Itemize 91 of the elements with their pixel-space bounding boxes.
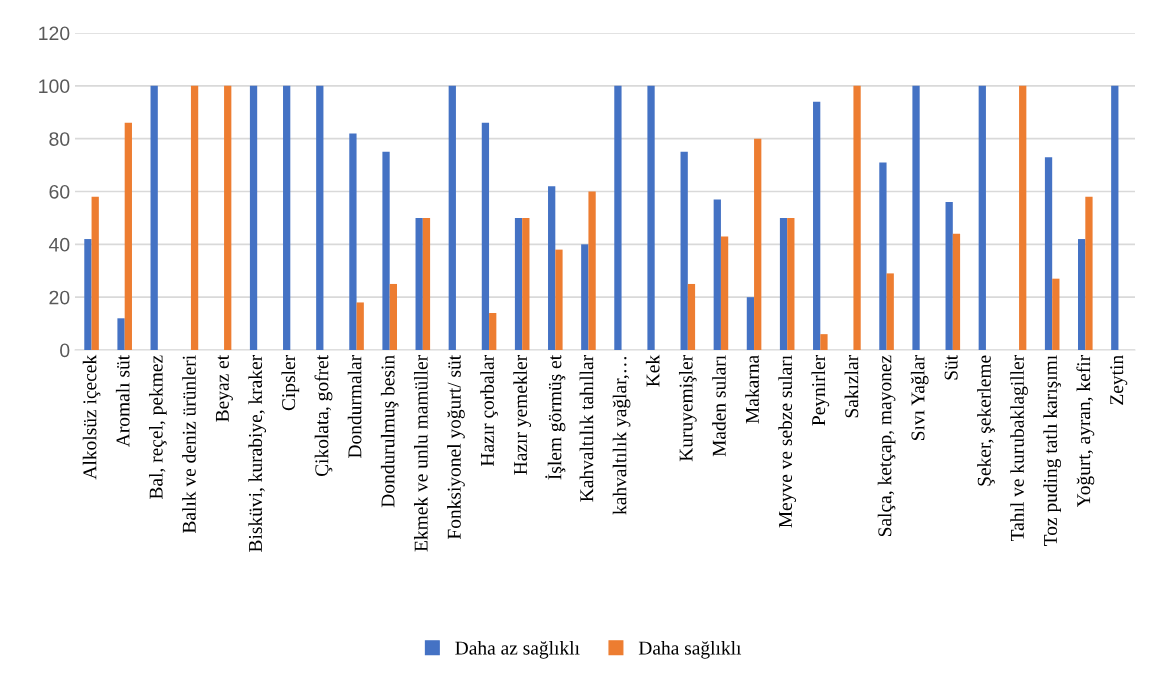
bar bbox=[1052, 278, 1060, 350]
x-tick-label: Yoğurt, ayran, kefir bbox=[1076, 355, 1095, 508]
x-tick-label: Balık ve deniz ürünleri bbox=[182, 355, 196, 534]
y-tick-label: 0 bbox=[60, 343, 70, 358]
x-tick-label: Kek bbox=[645, 354, 660, 387]
bar bbox=[787, 217, 795, 350]
bar bbox=[614, 85, 622, 350]
bar bbox=[1044, 157, 1053, 350]
x-tick-label: Dondurulmuş besin bbox=[380, 355, 399, 508]
x-tick-label: Makarna bbox=[745, 355, 759, 424]
bar bbox=[548, 186, 556, 350]
x-tick-label: kahvaltılık yağlar,… bbox=[612, 356, 631, 515]
x-tick-label: Çikolata, gofret bbox=[314, 354, 333, 477]
bar bbox=[91, 196, 99, 350]
x-tick-label: Peynirler bbox=[811, 355, 830, 426]
bar bbox=[912, 85, 920, 350]
x-tick-label: Aromalı süt bbox=[115, 354, 130, 448]
x-tick-label: Bal, reçel, pekmez bbox=[149, 355, 167, 499]
bar bbox=[1085, 196, 1093, 350]
bar bbox=[746, 297, 755, 350]
bar bbox=[283, 85, 291, 350]
bar bbox=[448, 85, 456, 350]
bar bbox=[150, 85, 158, 350]
bar bbox=[588, 191, 596, 350]
y-tick-label: 40 bbox=[48, 237, 70, 252]
x-tick-label: Maden suları bbox=[712, 355, 726, 457]
x-tick-label: Beyaz et bbox=[215, 354, 233, 422]
x-tick-label: Kuruyemişler bbox=[678, 355, 697, 462]
bar bbox=[422, 217, 431, 350]
bar bbox=[389, 283, 397, 350]
bar bbox=[779, 217, 788, 350]
y-tick-label: 80 bbox=[49, 132, 70, 146]
bar bbox=[224, 85, 232, 350]
x-tick-label: Hazır çorbalar bbox=[480, 355, 498, 467]
bar bbox=[481, 122, 490, 350]
bar bbox=[522, 217, 530, 350]
x-tick-label: Alkolsüz içecek bbox=[82, 354, 101, 480]
x-tick-label: Şeker, şekerleme bbox=[977, 355, 995, 486]
bar bbox=[249, 85, 258, 350]
x-tick-label: Dondurmalar bbox=[347, 355, 362, 458]
x-tick-label: Süt bbox=[944, 354, 958, 380]
bar bbox=[1111, 85, 1119, 350]
x-tick-label: Bisküvi, kurabiye, kraker bbox=[248, 355, 267, 552]
bar bbox=[1078, 239, 1086, 350]
bar bbox=[84, 239, 92, 350]
bar bbox=[978, 85, 986, 350]
bar bbox=[853, 85, 861, 350]
bar bbox=[555, 249, 563, 350]
bar bbox=[680, 151, 688, 350]
x-tick-label: Fonksiyonel yoğurt/ süt bbox=[447, 354, 465, 540]
bar bbox=[687, 283, 696, 350]
x-tick-label: Toz puding tatlı karışımı bbox=[1043, 355, 1062, 546]
x-tick-label: Sıvı Yağlar bbox=[910, 355, 929, 440]
x-tick-label: Salça, ketçap, mayonez bbox=[877, 355, 896, 537]
bar bbox=[514, 217, 523, 350]
bar bbox=[820, 334, 828, 350]
bar bbox=[581, 244, 589, 350]
bar bbox=[316, 85, 324, 350]
y-tick-label: 100 bbox=[39, 79, 70, 94]
bar bbox=[713, 199, 721, 350]
bar bbox=[952, 233, 961, 350]
bar bbox=[190, 85, 199, 350]
bar bbox=[945, 202, 953, 350]
y-tick-label: 120 bbox=[39, 26, 70, 41]
x-tick-label: Zeytin bbox=[1110, 355, 1128, 405]
bar bbox=[117, 318, 125, 350]
bar bbox=[382, 151, 390, 350]
x-tick-label: Kahvaltılık tahıllar bbox=[579, 355, 594, 502]
x-tick-label: İşlem görmüş et bbox=[545, 354, 566, 480]
bar bbox=[879, 162, 887, 350]
x-tick-label: Tahıl ve kurubaklagiller bbox=[1010, 355, 1028, 542]
bar bbox=[1019, 85, 1027, 350]
bar bbox=[886, 273, 894, 350]
x-tick-label: Hazır yemekler bbox=[513, 355, 532, 475]
bar bbox=[647, 85, 655, 350]
bar bbox=[754, 138, 762, 350]
bar bbox=[813, 101, 821, 350]
y-tick-label: 60 bbox=[49, 184, 70, 199]
x-tick-label: Cipsler bbox=[281, 355, 300, 411]
bar bbox=[124, 122, 132, 350]
bar bbox=[489, 313, 497, 350]
x-tick-label: Meyve ve sebze suları bbox=[778, 355, 797, 528]
x-tick-label: Ekmek ve unlu mamüller bbox=[414, 355, 428, 552]
y-tick-label: 20 bbox=[49, 290, 70, 305]
bar bbox=[356, 302, 364, 350]
bar bbox=[720, 236, 729, 350]
x-tick-label: Sakızlar bbox=[844, 355, 859, 418]
bar bbox=[349, 133, 357, 350]
legend-label: Daha az sağlıklı bbox=[455, 640, 580, 659]
bar bbox=[415, 217, 423, 350]
legend-label: Daha sağlıklı bbox=[638, 640, 742, 659]
